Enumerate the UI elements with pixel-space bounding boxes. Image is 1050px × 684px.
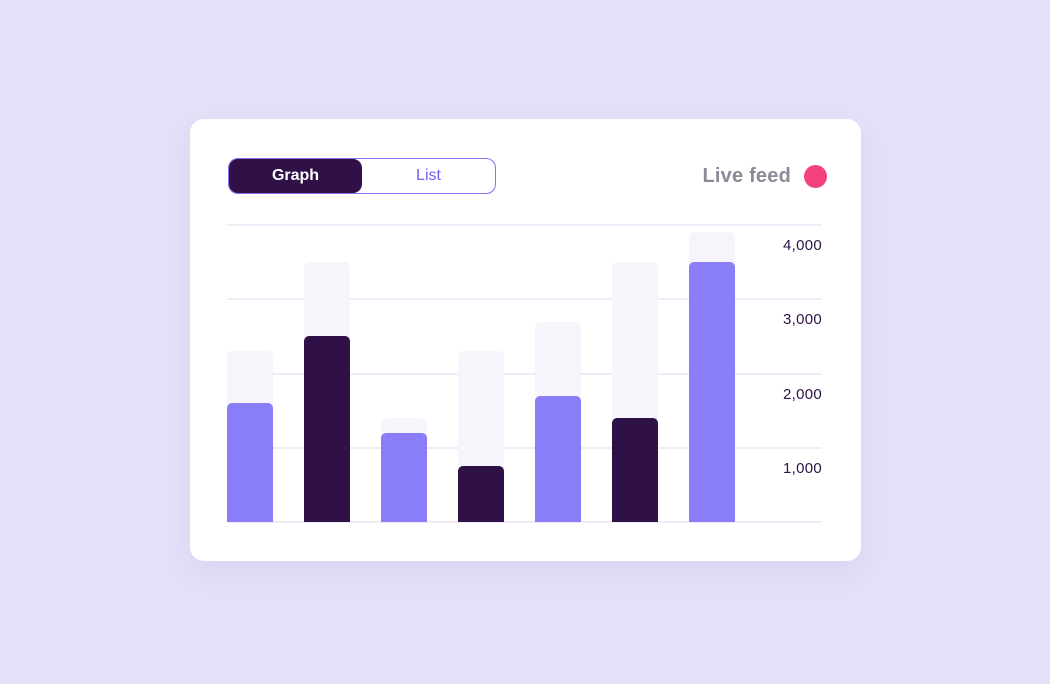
bar-group[interactable] [227,225,273,522]
view-toggle: Graph List [228,158,496,194]
bar-group[interactable] [458,225,504,522]
bar-value [304,336,350,522]
live-dot-icon [804,164,827,188]
y-axis-label: 2,000 [782,385,822,403]
bar-group[interactable] [535,225,581,522]
bar-group[interactable] [304,225,350,522]
bar-group[interactable] [612,225,658,522]
bar-group[interactable] [689,225,735,522]
bar-value [458,466,504,522]
y-axis-label: 1,000 [782,459,822,477]
y-axis-label: 4,000 [782,237,822,254]
gridline [227,521,822,523]
gridline [227,224,822,226]
bar-value [689,262,735,522]
live-feed-label: Live feed [702,164,791,187]
gridline [227,446,822,449]
gridline [227,372,822,375]
bar-value [612,418,658,522]
bar-chart: 4,000 3,000 2,000 1,000 [227,224,822,523]
gridline [227,298,822,301]
live-feed-indicator: Live feed [702,164,827,188]
bar-value [535,395,581,522]
y-axis-label: 3,000 [782,311,822,329]
tab-graph[interactable]: Graph [229,159,362,193]
bar-value [227,403,273,522]
bar-group[interactable] [381,225,427,522]
card-header: Graph List Live feed [228,158,827,194]
dashboard-card: Graph List Live feed 4,000 3,000 2,000 1,00… [190,119,861,561]
tab-list[interactable]: List [362,159,495,193]
bar-value [381,432,427,522]
